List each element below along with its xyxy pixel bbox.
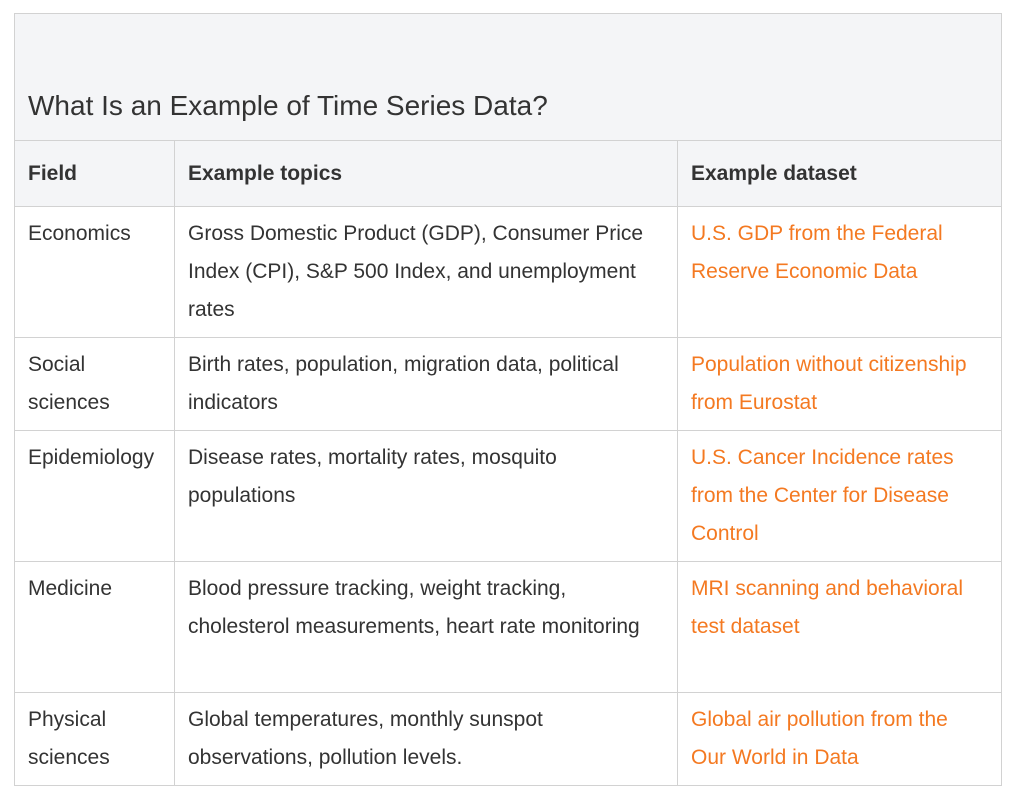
topics-cell: Global temperatures, monthly sunspot obs… [174,692,678,786]
dataset-cell: Global air pollution from the Our World … [677,692,1002,786]
table-row: Economics Gross Domestic Product (GDP), … [14,206,1002,338]
time-series-table: What Is an Example of Time Series Data? … [14,13,1002,786]
dataset-cell: U.S. GDP from the Federal Reserve Econom… [677,206,1002,338]
header-example-topics: Example topics [174,140,678,207]
table-title: What Is an Example of Time Series Data? [14,13,1002,140]
dataset-link[interactable]: U.S. GDP from the Federal Reserve Econom… [691,222,943,283]
topics-cell: Disease rates, mortality rates, mosquito… [174,430,678,562]
topics-cell: Birth rates, population, migration data,… [174,337,678,431]
field-cell: Economics [14,206,175,338]
table-row: Medicine Blood pressure tracking, weight… [14,561,1002,693]
dataset-link[interactable]: Global air pollution from the Our World … [691,708,948,769]
dataset-link[interactable]: Population without citizenship from Euro… [691,353,967,414]
dataset-cell: MRI scanning and behavioral test dataset [677,561,1002,693]
dataset-link[interactable]: U.S. Cancer Incidence rates from the Cen… [691,446,954,545]
field-cell: Medicine [14,561,175,693]
table-row: Physical sciences Global temperatures, m… [14,692,1002,786]
table-container: What Is an Example of Time Series Data? … [14,13,1002,786]
field-cell: Social sciences [14,337,175,431]
dataset-link[interactable]: MRI scanning and behavioral test dataset [691,577,963,638]
dataset-cell: U.S. Cancer Incidence rates from the Cen… [677,430,1002,562]
field-cell: Epidemiology [14,430,175,562]
topics-cell: Blood pressure tracking, weight tracking… [174,561,678,693]
header-field: Field [14,140,175,207]
dataset-cell: Population without citizenship from Euro… [677,337,1002,431]
header-row: Field Example topics Example dataset [14,140,1002,207]
topics-cell: Gross Domestic Product (GDP), Consumer P… [174,206,678,338]
field-cell: Physical sciences [14,692,175,786]
table-row: Epidemiology Disease rates, mortality ra… [14,430,1002,562]
table-row: Social sciences Birth rates, population,… [14,337,1002,431]
header-example-dataset: Example dataset [677,140,1002,207]
